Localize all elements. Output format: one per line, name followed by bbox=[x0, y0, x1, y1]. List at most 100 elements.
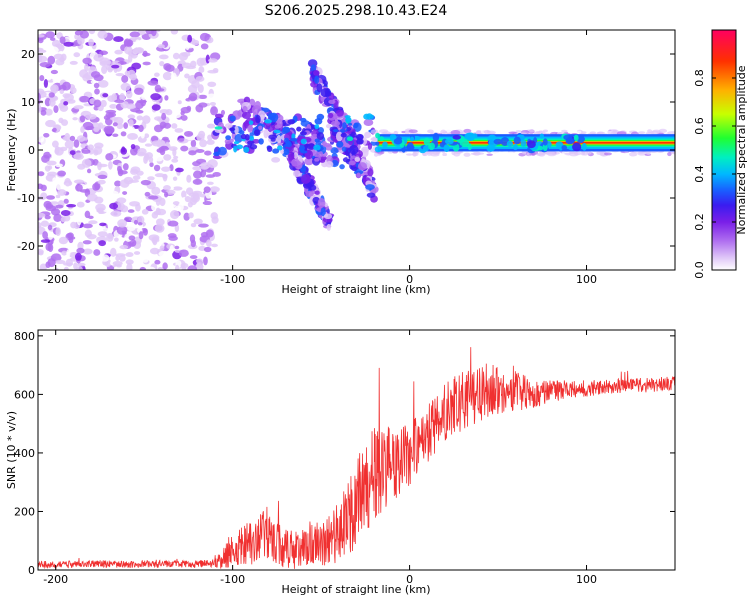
spectrogram-line-halo bbox=[412, 151, 417, 157]
snr-y-axis-label: SNR (10 * v/v) bbox=[5, 411, 18, 489]
spectrogram-noise-cell bbox=[133, 219, 138, 225]
spectrogram-transition-cell bbox=[348, 160, 356, 166]
spectrogram-noise-cell bbox=[88, 38, 94, 47]
spectrogram-noise-cell bbox=[72, 117, 78, 121]
spectrogram-noise-cell bbox=[189, 234, 196, 243]
spectrogram-noise-cell bbox=[69, 150, 76, 155]
spectrogram-noise-cell bbox=[47, 243, 54, 252]
spectrogram-noise-cell bbox=[75, 266, 83, 270]
spectrogram-noise-cell bbox=[128, 119, 134, 127]
spectrogram-noise-cell bbox=[41, 154, 50, 163]
spectrogram-noise-cell bbox=[177, 100, 182, 105]
spectrogram-noise-cell bbox=[59, 104, 69, 112]
spectrogram-line-blob bbox=[506, 140, 514, 148]
spectrogram-transition-peak bbox=[213, 151, 220, 157]
spectrogram-noise-cell bbox=[46, 160, 57, 166]
spectrogram-noise-cell bbox=[49, 146, 54, 155]
spectrogram-noise-cell bbox=[108, 160, 113, 170]
spectrogram-transition-peak bbox=[264, 119, 273, 124]
spectrogram-noise-cell bbox=[63, 266, 69, 270]
spectrogram-noise-cell bbox=[114, 49, 123, 55]
spectrogram-noise-cell bbox=[171, 123, 178, 129]
spectrogram-noise-cell bbox=[189, 197, 198, 206]
spectrogram-transition-peak bbox=[249, 135, 255, 141]
spectrogram-transition-cell bbox=[357, 162, 368, 171]
spectrogram-noise-cell bbox=[75, 183, 83, 192]
spectrogram-transition-cell bbox=[335, 109, 344, 117]
spectrogram-line-blob bbox=[467, 143, 472, 151]
spectrogram-noise-cell bbox=[38, 250, 44, 256]
spectrogram-transition-peak bbox=[258, 138, 264, 145]
spectrogram-line-halo bbox=[440, 129, 447, 135]
spectrogram-noise-cell bbox=[93, 249, 101, 256]
spectrogram-transition-peak bbox=[253, 129, 261, 136]
spectrogram-noise-cell bbox=[158, 54, 169, 60]
spectrogram-noise-cell bbox=[39, 62, 51, 68]
spectrogram-noise-cell bbox=[172, 186, 183, 191]
spectrogram-transition-peak bbox=[299, 131, 307, 136]
spectrogram-transition-cell bbox=[323, 213, 333, 220]
spectrogram-noise-cell bbox=[135, 109, 144, 114]
spectrogram-noise-cell bbox=[140, 131, 145, 139]
spectrogram-noise-cell bbox=[119, 254, 126, 262]
spectrogram-noise-cell bbox=[50, 69, 59, 75]
spectrogram-noise-cell bbox=[186, 105, 192, 111]
spectrogram-noise-cell bbox=[205, 239, 212, 248]
spectrogram-line-blob bbox=[375, 141, 380, 146]
spectrogram-noise-cell bbox=[141, 256, 149, 263]
spectrogram-noise-cell bbox=[104, 195, 113, 201]
snr-x-ticks: -200 -100 0 100 bbox=[43, 330, 597, 586]
spectrogram-transition-cell bbox=[356, 172, 361, 178]
spectrogram-noise-cell bbox=[210, 212, 218, 220]
spectrogram-noise-cell bbox=[38, 134, 45, 143]
spectrogram-noise-cell bbox=[151, 104, 161, 111]
spectrogram-noise-cell bbox=[142, 115, 151, 124]
spectrogram-noise-cell bbox=[47, 55, 56, 65]
spectrogram-noise-cell bbox=[61, 250, 68, 256]
spectrogram-noise-cell bbox=[158, 132, 167, 137]
spectrogram-noise-cell bbox=[181, 62, 192, 69]
spectrogram-noise-cell bbox=[171, 158, 179, 163]
spectrogram-noise-cell bbox=[209, 101, 217, 106]
spectrogram-transition-cell bbox=[310, 184, 317, 191]
spectrogram-noise-cell bbox=[43, 200, 52, 209]
spectrogram-transition-cell bbox=[292, 170, 301, 177]
spectrogram-noise-cell bbox=[191, 39, 200, 46]
spectrogram-transition-cell bbox=[258, 125, 263, 130]
spectrogram-noise-cell bbox=[136, 161, 146, 167]
spectrogram-noise-cell bbox=[124, 216, 133, 221]
spectrogram-line-halo bbox=[597, 131, 604, 135]
spectrogram-noise-cell bbox=[150, 93, 161, 101]
spectrogram-noise-cell bbox=[141, 209, 149, 215]
spectrogram-noise-cell bbox=[45, 71, 52, 81]
spectrogram-line-blob bbox=[423, 137, 431, 146]
spectrogram-transition-cell bbox=[335, 131, 343, 142]
spectrogram-noise-cell bbox=[100, 99, 107, 108]
spectrogram-transition-peak bbox=[272, 148, 280, 154]
spectrogram-transition-cell bbox=[326, 223, 331, 231]
spectrogram-noise-cell bbox=[199, 139, 207, 148]
spectrogram-noise-cell bbox=[73, 105, 84, 110]
spectrogram-noise-cell bbox=[159, 245, 165, 251]
spectrogram-line-halo bbox=[515, 130, 522, 133]
spectrogram-noise-cell bbox=[45, 261, 51, 269]
spectrogram-noise-cell bbox=[180, 110, 185, 116]
spectrogram-noise-cell bbox=[147, 176, 155, 181]
spectrogram-noise-cell bbox=[38, 212, 46, 218]
spectrogram-transition-peak bbox=[345, 117, 352, 123]
spectrogram-transition-peak bbox=[342, 122, 347, 129]
spectrogram-noise-cell bbox=[52, 74, 58, 84]
spectrogram-noise-cell bbox=[163, 122, 172, 129]
spectrogram-noise-cell bbox=[44, 165, 51, 172]
spectrogram-x-tick-label: -100 bbox=[220, 273, 245, 286]
spectrogram-noise-cell bbox=[133, 87, 144, 95]
spectrogram-noise-cell bbox=[54, 259, 66, 265]
spectrogram-noise-cell bbox=[52, 177, 58, 184]
spectrogram-noise-cell bbox=[125, 90, 133, 99]
spectrogram-noise-cell bbox=[188, 212, 194, 219]
spectrogram-transition-cell bbox=[322, 142, 332, 148]
snr-y-ticks: 0 200 400 600 800 bbox=[14, 330, 675, 577]
spectrogram-noise-cell bbox=[85, 170, 94, 180]
spectrogram-noise-cell bbox=[88, 220, 98, 225]
